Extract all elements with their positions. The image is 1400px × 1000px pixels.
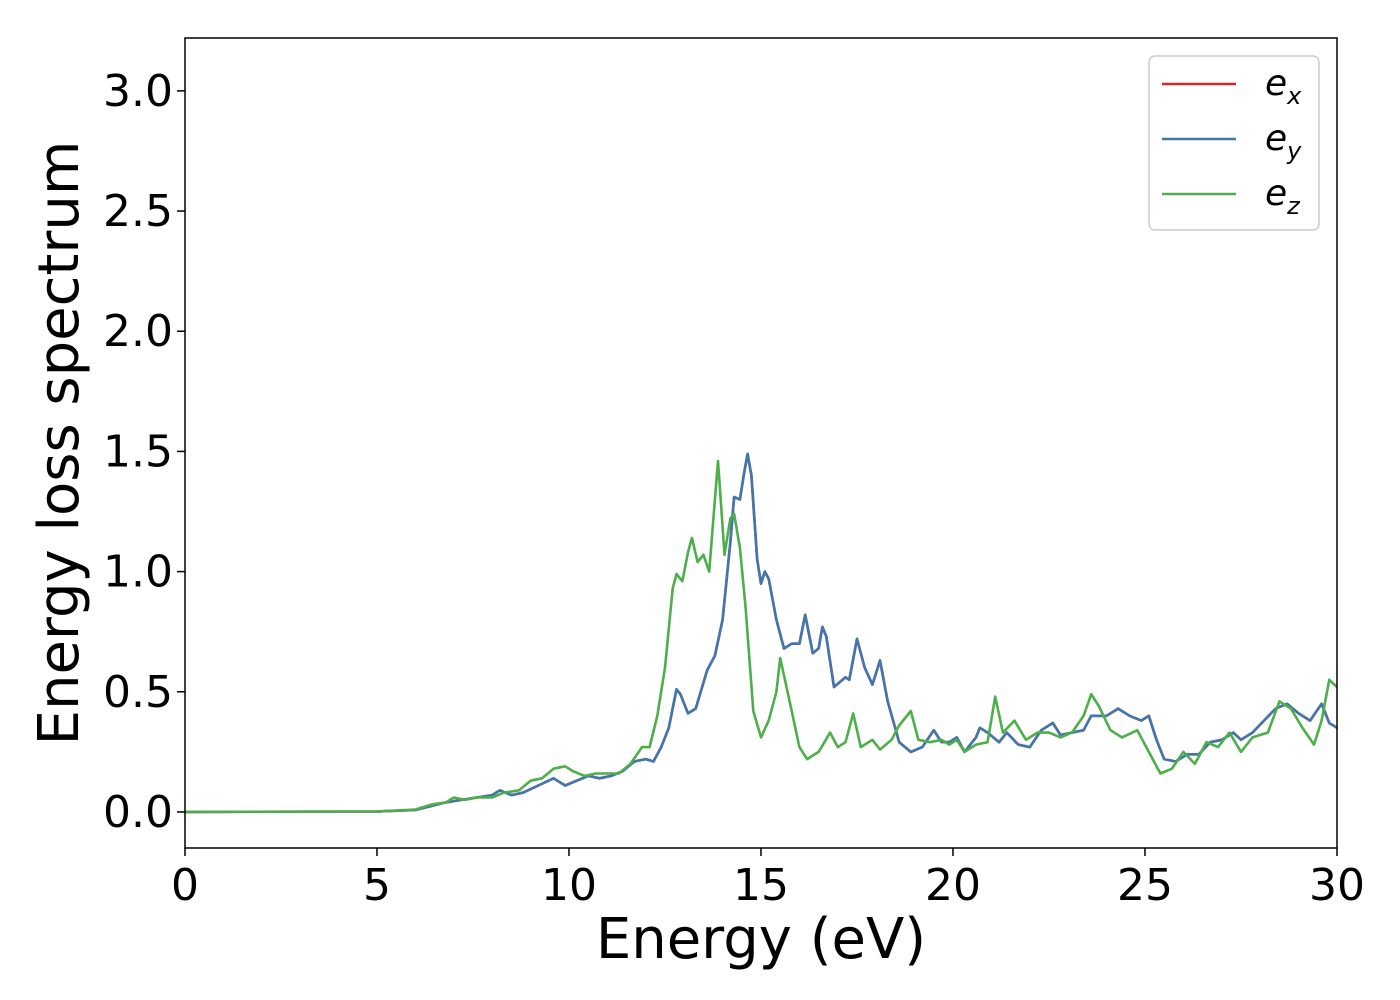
legend: ex ey ez (1148, 55, 1320, 231)
x-tick-label: 10 (541, 860, 597, 911)
y-tick-label: 2.0 (103, 306, 173, 357)
series-line-ey (185, 452, 1337, 814)
y-axis: 0.0 0.5 1.0 1.5 2.0 2.5 3.0 (103, 66, 185, 838)
legend-box (1148, 55, 1320, 231)
x-tick-label: 0 (171, 860, 199, 911)
x-axis-title: Energy (eV) (596, 907, 926, 972)
y-tick-label: 2.5 (103, 186, 173, 237)
x-tick-label: 20 (925, 860, 981, 911)
legend-label-z: ez (1265, 173, 1301, 220)
y-tick-label: 0.5 (103, 667, 173, 718)
y-tick-label: 1.5 (103, 426, 173, 477)
x-tick-label: 25 (1117, 860, 1173, 911)
legend-label-y: ey (1265, 118, 1302, 165)
x-axis: 0 5 10 15 20 25 30 (171, 848, 1365, 911)
y-tick-label: 0.0 (103, 787, 173, 838)
y-tick-label: 3.0 (103, 66, 173, 117)
y-axis-title: Energy loss spectrum (27, 141, 92, 746)
series-line-ez (185, 459, 1337, 814)
y-tick-label: 1.0 (103, 547, 173, 598)
x-tick-label: 30 (1309, 860, 1365, 911)
x-tick-label: 5 (363, 860, 391, 911)
x-tick-label: 15 (733, 860, 789, 911)
series-layer (185, 452, 1337, 814)
legend-label-x: ex (1265, 63, 1302, 110)
